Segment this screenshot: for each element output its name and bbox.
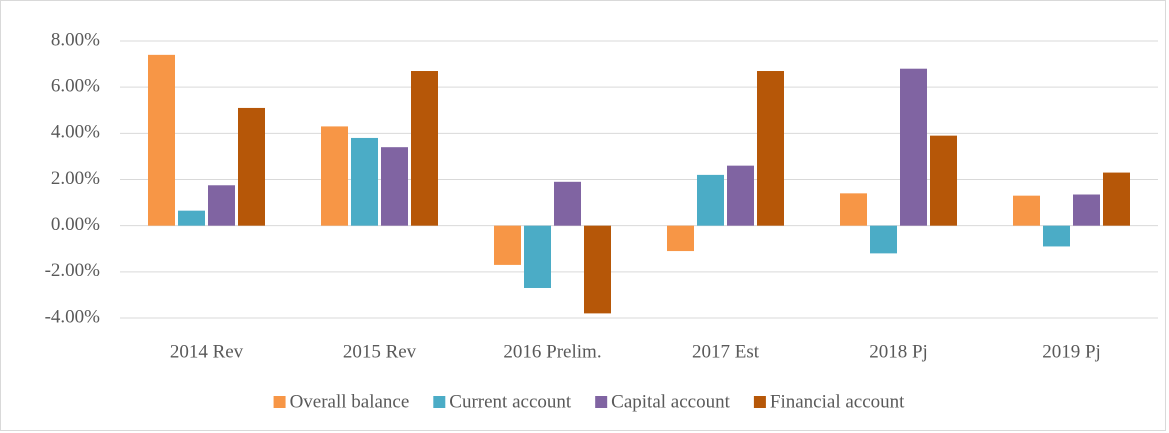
x-tick-label: 2016 Prelim. xyxy=(503,341,601,362)
bar xyxy=(930,135,957,226)
bar xyxy=(1103,172,1130,226)
bar xyxy=(870,225,897,254)
x-tick-label: 2019 Pj xyxy=(1042,341,1101,362)
legend-swatch xyxy=(595,396,608,408)
bar xyxy=(321,126,348,226)
legend-swatch xyxy=(753,396,766,408)
bar xyxy=(727,165,754,226)
y-tick-label: -2.00% xyxy=(45,260,101,281)
x-tick-label: 2018 Pj xyxy=(869,341,928,362)
y-tick-label: -4.00% xyxy=(45,306,101,327)
y-tick-label: 2.00% xyxy=(51,168,100,189)
bar xyxy=(238,107,265,226)
bar xyxy=(524,225,551,288)
bar xyxy=(494,225,521,265)
x-tick-label: 2015 Rev xyxy=(343,341,417,362)
legend-label: Capital account xyxy=(611,391,730,412)
bar xyxy=(148,54,175,226)
bar xyxy=(757,71,784,226)
y-tick-label: 6.00% xyxy=(51,76,100,97)
bar xyxy=(351,137,378,226)
legend-swatch xyxy=(273,396,286,408)
y-tick-label: 8.00% xyxy=(51,29,100,50)
y-tick-label: 0.00% xyxy=(51,214,100,235)
bar xyxy=(1013,195,1040,226)
y-tick-label: 4.00% xyxy=(51,122,100,143)
legend-label: Financial account xyxy=(770,391,905,412)
bar xyxy=(208,185,235,226)
bar xyxy=(584,225,611,314)
bar xyxy=(411,71,438,226)
x-tick-label: 2014 Rev xyxy=(170,341,244,362)
legend-swatch xyxy=(433,396,446,408)
bar xyxy=(900,68,927,226)
bar xyxy=(1043,225,1070,247)
bar xyxy=(697,174,724,226)
bar xyxy=(840,193,867,226)
bar xyxy=(667,225,694,252)
bar xyxy=(554,181,581,226)
x-tick-label: 2017 Est xyxy=(692,341,760,362)
bar xyxy=(178,210,205,226)
bar xyxy=(1073,194,1100,226)
bar xyxy=(381,147,408,226)
legend-label: Current account xyxy=(449,391,572,412)
legend-label: Overall balance xyxy=(290,391,410,412)
